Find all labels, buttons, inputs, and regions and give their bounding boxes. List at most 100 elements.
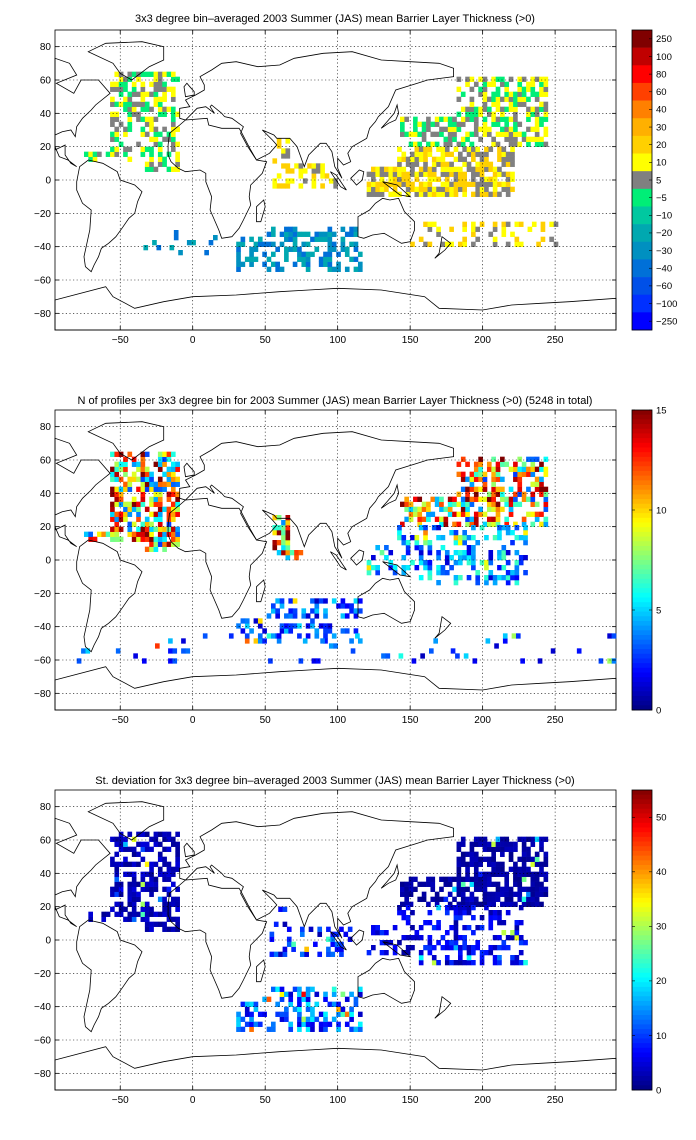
bin-cell	[384, 930, 389, 936]
bin-cell	[392, 191, 398, 197]
bin-cell	[543, 496, 549, 502]
colorbar-label: 250	[656, 34, 672, 45]
bin-cell	[495, 141, 501, 147]
bin-cell	[485, 638, 491, 644]
bin-cell	[388, 181, 394, 187]
bin-cell	[166, 481, 172, 487]
bin-cell	[471, 176, 476, 182]
bin-cell	[299, 931, 305, 937]
bin-cell	[136, 476, 141, 482]
bin-cell	[508, 901, 514, 907]
bin-cell	[523, 525, 528, 531]
bin-cell	[491, 521, 496, 527]
colorbar-segment	[632, 907, 652, 913]
bin-cell	[488, 176, 494, 182]
bin-cell	[110, 891, 115, 897]
bin-cell	[526, 136, 531, 142]
bin-cell	[436, 535, 441, 541]
bin-cell	[491, 846, 496, 852]
bin-cell	[539, 866, 544, 872]
bin-cell	[471, 166, 476, 172]
bin-cell	[114, 101, 120, 107]
bin-cell	[131, 896, 137, 902]
bin-cell	[397, 940, 402, 946]
colorbar-segment	[632, 65, 652, 84]
bin-cell	[497, 575, 502, 581]
bin-cell	[131, 506, 137, 512]
bin-cell	[153, 536, 159, 542]
colorbar-segment	[632, 583, 652, 589]
bin-cell	[460, 881, 466, 887]
bin-cell	[501, 545, 507, 551]
bin-cell	[157, 841, 163, 847]
bin-cell	[462, 535, 467, 541]
bin-cell	[344, 266, 350, 272]
bin-cell	[288, 991, 294, 997]
bin-cell	[530, 511, 536, 517]
bin-cell	[175, 536, 180, 542]
bin-cell	[521, 896, 527, 902]
bin-cell	[140, 526, 146, 532]
bin-cell	[473, 476, 479, 482]
bin-cell	[149, 846, 154, 852]
bin-cell	[526, 511, 531, 517]
bin-cell	[471, 191, 476, 197]
bin-cell	[414, 535, 420, 541]
bin-cell	[514, 925, 520, 931]
bin-cell	[115, 648, 121, 654]
bin-cell	[149, 511, 154, 517]
bin-cell	[281, 530, 286, 536]
bin-cell	[460, 861, 466, 867]
bin-cell	[371, 176, 376, 182]
bin-cell	[157, 496, 163, 502]
bin-cell	[292, 986, 298, 992]
bin-cell	[495, 86, 501, 92]
bin-cell	[404, 901, 410, 907]
bin-cell	[153, 836, 159, 842]
bin-cell	[288, 1001, 294, 1007]
bin-cell	[471, 950, 476, 956]
bin-cell	[397, 146, 402, 152]
bin-cell	[140, 126, 146, 132]
bin-cell	[501, 171, 507, 177]
bin-cell	[475, 161, 481, 167]
bin-cell	[431, 171, 437, 177]
bin-cell	[413, 496, 418, 502]
bin-cell	[153, 141, 159, 147]
bin-cell	[114, 836, 120, 842]
bin-cell	[375, 545, 381, 551]
bin-cell	[495, 881, 501, 887]
bin-cell	[379, 186, 385, 192]
bin-cell	[83, 151, 89, 157]
bin-cell	[434, 891, 440, 897]
bin-cell	[482, 96, 488, 102]
bin-cell	[140, 876, 146, 882]
bin-cell	[478, 461, 483, 467]
colorbar-segment	[632, 153, 652, 172]
bin-cell	[384, 186, 389, 192]
bin-cell	[371, 166, 376, 172]
bin-cell	[488, 181, 494, 187]
bin-cell	[482, 101, 488, 107]
bin-cell	[440, 186, 446, 192]
colorbar-segment	[632, 700, 652, 706]
bin-cell	[491, 476, 496, 482]
bin-cell	[149, 146, 154, 152]
bin-cell	[521, 871, 527, 877]
bin-cell	[449, 960, 454, 966]
bin-cell	[175, 466, 180, 472]
bin-cell	[144, 921, 150, 927]
bin-cell	[157, 96, 163, 102]
bin-cell	[510, 156, 515, 162]
bin-cell	[447, 876, 453, 882]
bin-cell	[249, 1016, 254, 1022]
bin-cell	[149, 861, 154, 867]
bin-cell	[444, 186, 450, 192]
bin-cell	[318, 236, 324, 242]
bin-cell	[473, 841, 479, 847]
colorbar-segment	[632, 438, 652, 444]
bin-cell	[501, 186, 507, 192]
bin-cell	[257, 618, 263, 624]
bin-cell	[456, 871, 462, 877]
bin-cell	[497, 935, 502, 941]
